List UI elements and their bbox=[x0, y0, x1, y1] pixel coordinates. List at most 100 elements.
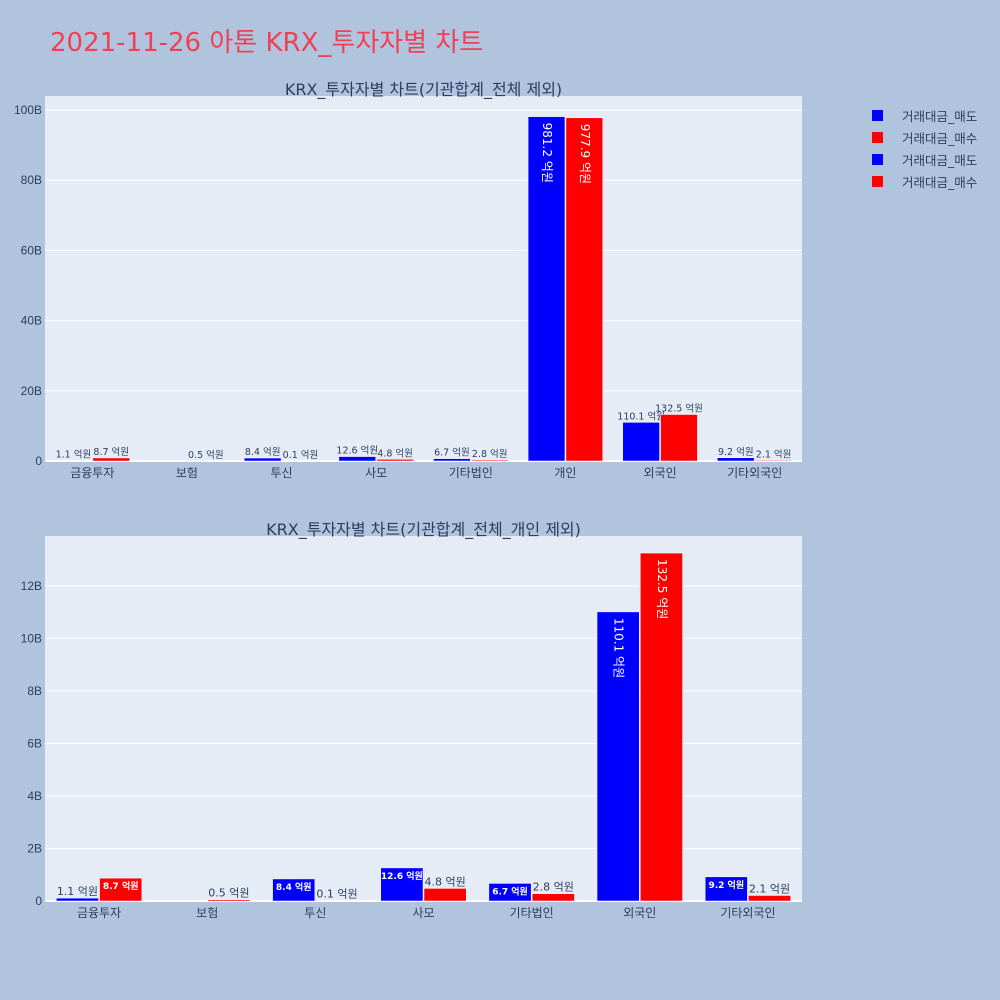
data-label: 110.1 억원 bbox=[612, 618, 626, 678]
bar bbox=[376, 459, 414, 462]
x-tick-label: 금융투자 bbox=[77, 906, 121, 920]
bar bbox=[338, 456, 376, 462]
bar bbox=[56, 897, 99, 902]
chart-title: KRX_투자자별 차트(기관합계_전체_개인 제외) bbox=[266, 520, 581, 540]
data-label: 0.5 억원 bbox=[208, 887, 249, 900]
data-label: 977.9 억원 bbox=[578, 124, 592, 184]
bar bbox=[717, 457, 755, 462]
legend-swatch bbox=[872, 153, 883, 165]
chart-title: KRX_투자자별 차트(기관합계_전체 제외) bbox=[285, 80, 562, 100]
data-label: 12.6 억원 bbox=[336, 445, 378, 457]
legend-item[interactable]: 거래대금_매수 bbox=[872, 126, 977, 148]
bar bbox=[92, 457, 130, 462]
chart-1: 0 20B 40B 60B 80B 100B KRX_투자자별 차트(기관합계_전체 제외)… bbox=[14, 80, 802, 480]
data-label: 1.1 억원 bbox=[56, 449, 92, 461]
bar bbox=[565, 117, 604, 462]
data-label: 132.5 억원 bbox=[655, 402, 703, 414]
bar bbox=[596, 611, 640, 902]
bar bbox=[99, 877, 143, 902]
legend-item[interactable]: 거래대금_매도 bbox=[872, 104, 977, 126]
data-label: 981.2 억원 bbox=[540, 123, 554, 183]
bar bbox=[243, 457, 282, 462]
data-label: 2.8 억원 bbox=[533, 881, 574, 894]
x-tick-label: 개인 bbox=[554, 466, 576, 480]
y-tick-label: 6B bbox=[27, 736, 42, 750]
x-tick-label: 사모 bbox=[365, 466, 387, 480]
bar bbox=[207, 899, 251, 902]
bar bbox=[640, 552, 683, 902]
x-tick-label: 투신 bbox=[271, 466, 293, 480]
data-label: 6.7 억원 bbox=[434, 447, 470, 459]
y-tick-label: 80B bbox=[21, 173, 42, 187]
data-label: 110.1 억원 bbox=[617, 410, 665, 422]
y-tick-label: 60B bbox=[21, 243, 42, 257]
legend-swatch bbox=[872, 131, 883, 143]
x-tick-label: 금융투자 bbox=[70, 466, 114, 480]
legend-label: 거래대금_매도 bbox=[902, 108, 978, 124]
data-label: 6.7 억원 bbox=[492, 885, 528, 897]
data-label: 8.7 억원 bbox=[103, 880, 139, 892]
bar bbox=[660, 414, 698, 462]
y-tick-label: 12B bbox=[21, 579, 42, 593]
x-tick-label: 기타외국인 bbox=[727, 466, 782, 480]
x-tick-label: 외국인 bbox=[644, 466, 677, 480]
data-label: 2.8 억원 bbox=[472, 448, 508, 460]
bar bbox=[380, 867, 424, 902]
y-tick-label: 2B bbox=[27, 841, 42, 855]
data-label: 2.1 억원 bbox=[756, 448, 792, 460]
bar bbox=[471, 459, 509, 462]
bar bbox=[622, 422, 660, 462]
bar bbox=[531, 893, 575, 902]
legend-item[interactable]: 거래대금_매수 bbox=[872, 170, 977, 192]
data-label: 2.1 억원 bbox=[749, 882, 790, 895]
x-tick-label: 기타법인 bbox=[510, 906, 554, 920]
x-tick-label: 외국인 bbox=[623, 906, 656, 920]
x-tick-label: 투신 bbox=[304, 906, 326, 920]
y-tick-label: 10B bbox=[21, 631, 42, 645]
data-label: 4.8 억원 bbox=[377, 447, 413, 459]
y-tick-label: 0 bbox=[35, 454, 42, 468]
legend-label: 거래대금_매수 bbox=[902, 174, 978, 190]
chart-2: 0 2B 4B 6B 8B 10B 12B KRX_투자자별 차트(기관합계_전체_개인 제외… bbox=[21, 520, 802, 920]
bar bbox=[754, 460, 793, 462]
data-label: 4.8 억원 bbox=[425, 875, 466, 888]
y-tick-label: 0 bbox=[35, 894, 42, 908]
data-label: 8.4 억원 bbox=[245, 446, 281, 458]
page-title: 2021-11-26 아톤 KRX_투자자별 차트 bbox=[50, 28, 484, 58]
legend-swatch bbox=[872, 109, 883, 121]
plot-area bbox=[45, 536, 802, 901]
y-tick-label: 4B bbox=[27, 789, 42, 803]
x-tick-label: 기타외국인 bbox=[720, 906, 775, 920]
data-label: 1.1 억원 bbox=[57, 885, 98, 898]
bar bbox=[488, 883, 532, 902]
data-label: 9.2 억원 bbox=[718, 446, 754, 458]
data-label: 0.5 억원 bbox=[188, 449, 224, 461]
data-label: 0.1 억원 bbox=[283, 449, 319, 461]
data-label: 132.5 억원 bbox=[655, 559, 669, 619]
y-tick-label: 8B bbox=[27, 684, 42, 698]
y-tick-label: 20B bbox=[21, 384, 42, 398]
data-label: 12.6 억원 bbox=[381, 870, 423, 882]
legend-label: 거래대금_매수 bbox=[902, 130, 978, 146]
y-tick-label: 40B bbox=[21, 314, 42, 328]
plot-area bbox=[45, 96, 802, 461]
data-label: 0.1 억원 bbox=[316, 888, 357, 901]
bar bbox=[433, 458, 471, 462]
legend-label: 거래대금_매도 bbox=[902, 152, 978, 168]
bar bbox=[423, 888, 467, 902]
y-tick-label: 100B bbox=[14, 103, 42, 117]
bar bbox=[748, 895, 791, 902]
x-tick-label: 보험 bbox=[196, 906, 218, 920]
data-label: 8.7 억원 bbox=[93, 446, 129, 458]
bar bbox=[272, 878, 316, 902]
legend-swatch bbox=[872, 175, 883, 187]
x-tick-label: 기타법인 bbox=[449, 466, 493, 480]
legend-item[interactable]: 거래대금_매도 bbox=[872, 148, 977, 170]
legend[interactable]: 거래대금_매도 거래대금_매수 거래대금_매도 거래대금_매수 bbox=[872, 104, 977, 192]
x-tick-label: 사모 bbox=[412, 906, 434, 920]
bar bbox=[527, 116, 566, 462]
x-tick-label: 보험 bbox=[176, 466, 198, 480]
data-label: 8.4 억원 bbox=[276, 881, 312, 893]
data-label: 9.2 억원 bbox=[708, 879, 744, 891]
